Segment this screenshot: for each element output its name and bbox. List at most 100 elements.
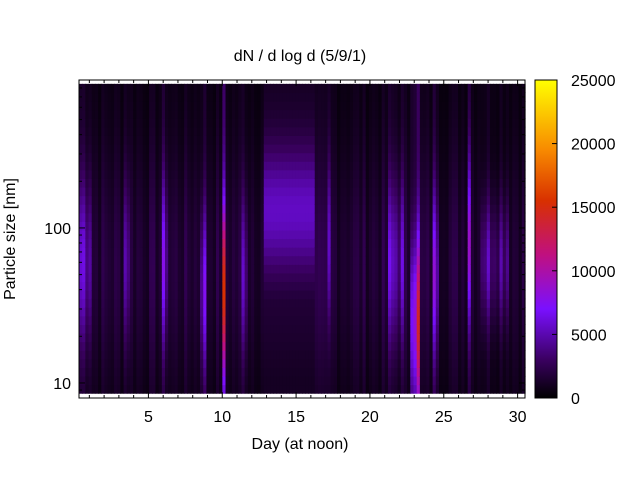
heatmap-cell xyxy=(123,315,128,325)
heatmap-cell xyxy=(346,178,351,188)
heatmap-cell xyxy=(480,272,485,283)
heatmap-cell xyxy=(419,161,424,171)
heatmap-cell xyxy=(295,315,300,325)
heatmap-cell xyxy=(94,143,99,154)
heatmap-cell xyxy=(129,118,134,128)
heatmap-cell xyxy=(451,152,456,162)
heatmap-cell xyxy=(241,83,246,94)
heatmap-cell xyxy=(295,204,300,214)
heatmap-cell xyxy=(403,384,408,394)
heatmap-cell xyxy=(321,135,325,145)
heatmap-cell xyxy=(505,255,510,265)
heatmap-cell xyxy=(346,109,351,119)
heatmap-cell xyxy=(155,247,160,257)
heatmap-cell xyxy=(165,101,169,111)
heatmap-cell xyxy=(244,152,249,162)
heatmap-cell xyxy=(114,221,118,231)
heatmap-cell xyxy=(384,384,389,394)
heatmap-cell xyxy=(251,324,255,334)
heatmap-cell xyxy=(333,350,338,360)
heatmap-cell xyxy=(145,324,150,334)
heatmap-cell xyxy=(149,126,153,136)
heatmap-cell xyxy=(321,221,325,231)
heatmap-cell xyxy=(161,255,166,265)
heatmap-cell xyxy=(123,367,128,377)
heatmap-cell xyxy=(85,161,90,171)
heatmap-cell xyxy=(241,161,246,171)
heatmap-cell xyxy=(302,109,306,119)
heatmap-cell xyxy=(467,238,472,248)
heatmap-cell xyxy=(247,332,252,343)
heatmap-cell xyxy=(193,315,198,325)
heatmap-cell xyxy=(235,118,239,128)
heatmap-cell xyxy=(107,152,112,162)
heatmap-cell xyxy=(212,324,217,334)
heatmap-cell xyxy=(244,204,249,214)
heatmap-cell xyxy=(349,238,354,248)
heatmap-cell xyxy=(438,332,443,343)
heatmap-cell xyxy=(330,315,335,325)
heatmap-cell xyxy=(512,255,517,265)
heatmap-cell xyxy=(352,307,357,317)
heatmap-cell xyxy=(126,178,131,188)
heatmap-cell xyxy=(247,341,252,351)
heatmap-cell xyxy=(365,169,370,179)
heatmap-cell xyxy=(413,221,418,231)
heatmap-cell xyxy=(464,375,469,386)
heatmap-cell xyxy=(391,143,395,154)
heatmap-cell xyxy=(187,384,192,394)
heatmap-cell xyxy=(372,298,376,308)
heatmap-cell xyxy=(381,255,386,265)
heatmap-cell xyxy=(445,101,450,111)
heatmap-cell xyxy=(266,83,271,94)
heatmap-cell xyxy=(295,341,300,351)
heatmap-cell xyxy=(474,298,478,308)
heatmap-cell xyxy=(464,135,469,145)
heatmap-cell xyxy=(136,152,141,162)
heatmap-cell xyxy=(215,281,220,291)
heatmap-cell xyxy=(435,126,440,136)
heatmap-cell xyxy=(359,307,364,317)
heatmap-cell xyxy=(114,307,118,317)
heatmap-cell xyxy=(365,307,370,317)
heatmap-cell xyxy=(107,315,112,325)
heatmap-cell xyxy=(429,315,434,325)
heatmap-cell xyxy=(200,290,204,300)
heatmap-cell xyxy=(467,186,472,197)
heatmap-cell xyxy=(168,229,172,240)
heatmap-cell xyxy=(359,229,364,240)
heatmap-cell xyxy=(302,152,306,162)
heatmap-cell xyxy=(184,186,188,197)
heatmap-cell xyxy=(155,315,160,325)
heatmap-cell xyxy=(174,375,179,386)
heatmap-cell xyxy=(509,272,513,283)
heatmap-cell xyxy=(282,350,287,360)
heatmap-cell xyxy=(518,152,523,162)
heatmap-cell xyxy=(200,298,204,308)
heatmap-cell xyxy=(324,264,329,274)
heatmap-cell xyxy=(337,315,341,325)
heatmap-cell xyxy=(340,161,345,171)
heatmap-cell xyxy=(133,341,137,351)
heatmap-cell xyxy=(104,341,109,351)
heatmap-cell xyxy=(343,358,348,368)
heatmap-cell xyxy=(356,272,360,283)
heatmap-cell xyxy=(397,135,402,145)
heatmap-cell xyxy=(266,186,271,197)
heatmap-cell xyxy=(200,367,204,377)
heatmap-cell xyxy=(133,307,137,317)
heatmap-cell xyxy=(215,247,220,257)
heatmap-cell xyxy=(311,290,316,300)
heatmap-cell xyxy=(180,152,185,162)
heatmap-cell xyxy=(263,307,268,317)
heatmap-cell xyxy=(359,324,364,334)
heatmap-cell xyxy=(499,126,504,136)
heatmap-cell xyxy=(228,375,233,386)
heatmap-cell xyxy=(286,178,290,188)
heatmap-cell xyxy=(152,135,157,145)
heatmap-cell xyxy=(346,341,351,351)
heatmap-cell xyxy=(193,247,198,257)
heatmap-cell xyxy=(477,195,481,205)
heatmap-cell xyxy=(266,169,271,179)
heatmap-cell xyxy=(432,247,437,257)
